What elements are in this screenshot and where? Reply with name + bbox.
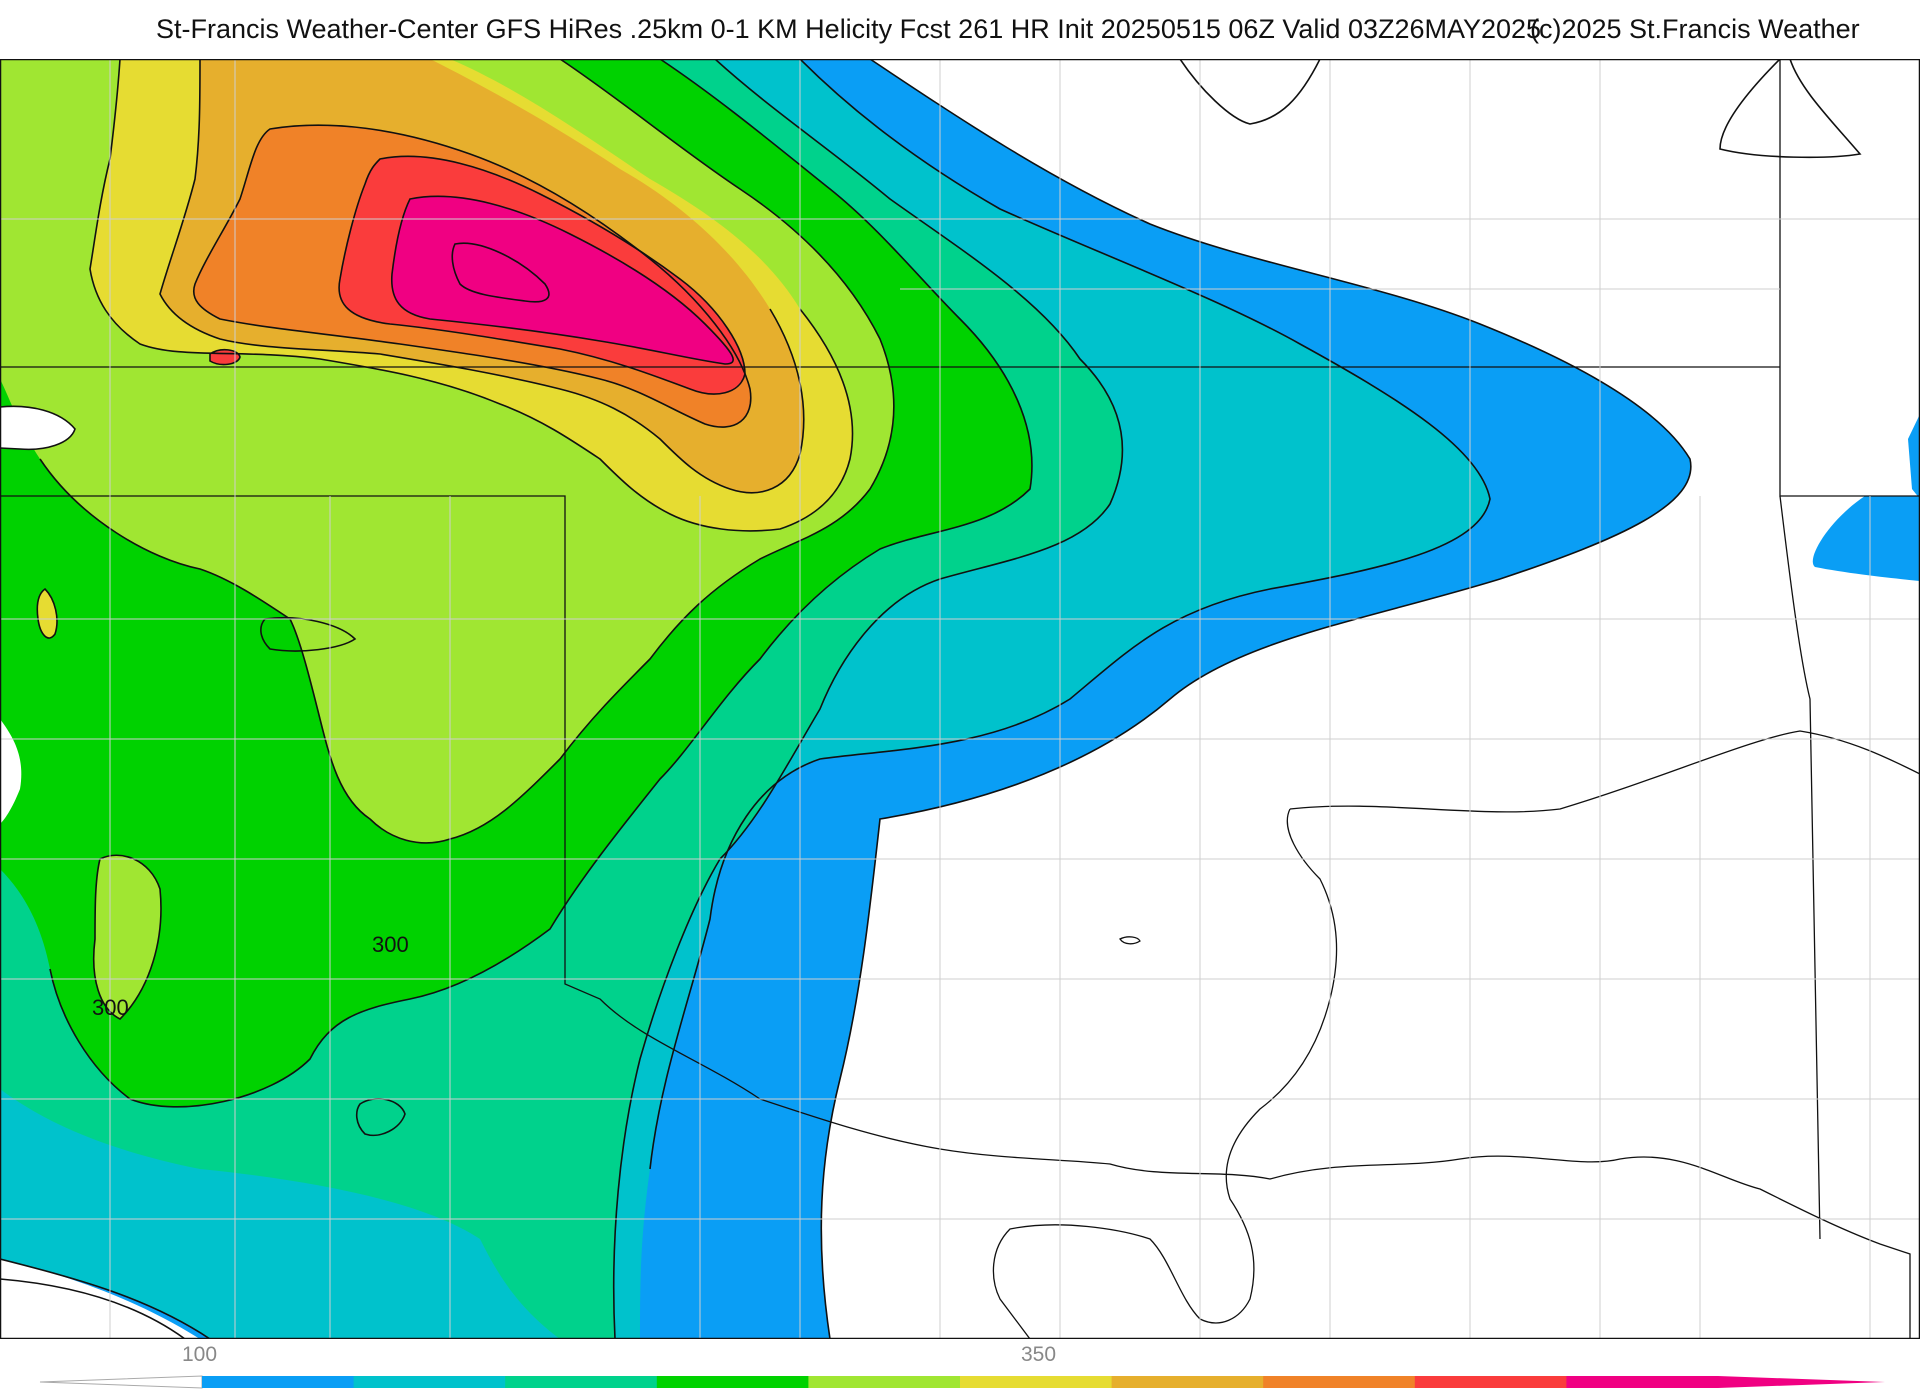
colorbar-tick-350: 350	[1021, 1343, 1057, 1366]
colorbar-segment	[1263, 1376, 1416, 1388]
helicity-band-100-east	[1908, 414, 1920, 499]
helicity-band-100-east2	[1812, 496, 1920, 581]
colorbar-segments	[202, 1376, 1719, 1388]
colorbar-segment	[1566, 1376, 1719, 1388]
low-helicity-area-sw	[0, 1279, 185, 1339]
helicity-colorbar	[39, 1375, 1885, 1389]
helicity-map: 300 300	[0, 59, 1920, 1339]
low-helicity-area-ne	[1780, 59, 1920, 409]
colorbar-segment	[1111, 1376, 1264, 1388]
low-helicity-area-nw	[0, 406, 75, 450]
copyright-label: (c)2025 St.Francis Weather	[1530, 14, 1860, 44]
colorbar-high-arrow	[1718, 1376, 1885, 1388]
contour-label-300-a: 300	[372, 932, 409, 957]
helicity-band-350-west	[37, 589, 57, 639]
colorbar-tick-100: 100	[182, 1343, 218, 1366]
colorbar-segment	[1414, 1376, 1567, 1388]
colorbar-segment	[656, 1376, 809, 1388]
colorbar-segment	[202, 1376, 355, 1388]
helicity-band-300-south	[93, 855, 161, 1019]
colorbar-segment	[505, 1376, 658, 1388]
colorbar-low-arrow	[39, 1375, 203, 1389]
helicity-band-550	[391, 196, 734, 364]
contour-lines	[0, 59, 1862, 1339]
low-helicity-area-w	[0, 719, 22, 824]
colorbar-segment	[808, 1376, 961, 1388]
contour-label-300-b: 300	[92, 995, 129, 1020]
colorbar-segment	[353, 1376, 506, 1388]
county-lines	[0, 59, 1920, 1339]
state-boundaries	[0, 59, 1920, 1339]
colorbar-segment	[960, 1376, 1113, 1388]
map-title: St-Francis Weather-Center GFS HiRes .25k…	[156, 14, 1542, 44]
